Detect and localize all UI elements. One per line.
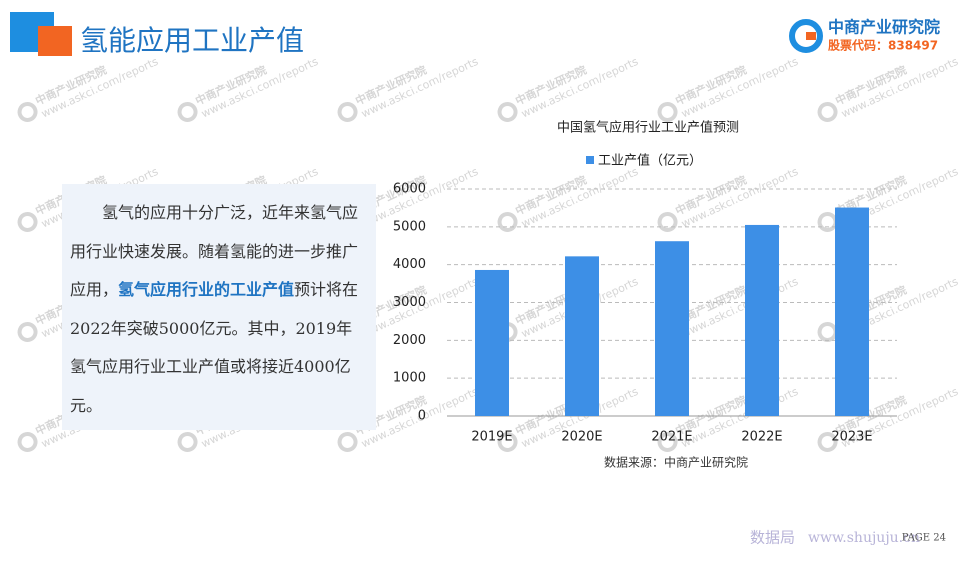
x-tick-label: 2019E bbox=[471, 430, 512, 445]
watermark-icon bbox=[497, 211, 518, 232]
y-tick-label: 4000 bbox=[393, 257, 426, 272]
bar bbox=[835, 207, 869, 416]
watermark-icon bbox=[657, 431, 678, 452]
watermark-icon bbox=[497, 431, 518, 452]
bar bbox=[745, 224, 779, 416]
legend-swatch bbox=[586, 156, 594, 164]
watermark-icon bbox=[17, 211, 38, 232]
y-tick-label: 3000 bbox=[393, 295, 426, 310]
bar bbox=[565, 256, 599, 416]
source: 数据来源：中商产业研究院 bbox=[604, 455, 748, 470]
page-title: 氢能应用工业产值 bbox=[80, 24, 304, 57]
description: 氢气的应用十分广泛，近年来氢气应用行业快速发展。随着氢能的进一步推广应用，氢气应… bbox=[62, 184, 376, 430]
y-tick-label: 0 bbox=[418, 409, 426, 424]
watermark-icon bbox=[817, 321, 838, 342]
site-url: www.shujuju.cn bbox=[808, 530, 920, 546]
watermark-icon bbox=[817, 431, 838, 452]
watermark-icon bbox=[657, 101, 678, 122]
watermark-icon bbox=[337, 101, 358, 122]
watermark-icon bbox=[17, 431, 38, 452]
y-tick-label: 5000 bbox=[393, 219, 426, 234]
legend-label: 工业产值（亿元） bbox=[598, 153, 702, 169]
logo-icon bbox=[806, 32, 816, 40]
watermark-icon bbox=[17, 321, 38, 342]
text: 氢气的应用十分广泛，近年来氢气应用行业快速发展。随着氢能的进一步推广应用， bbox=[70, 203, 359, 299]
page-number: PAGE 24 bbox=[902, 533, 946, 544]
text: 预计将在2022年突破5000亿元。其中，2019年氢气应用行业工业产值或将接近… bbox=[70, 280, 359, 415]
header-square bbox=[38, 26, 72, 56]
watermark-icon bbox=[497, 101, 518, 122]
y-tick-label: 1000 bbox=[393, 371, 426, 386]
logo-icon bbox=[789, 19, 823, 53]
x-tick-label: 2021E bbox=[651, 430, 692, 445]
logo-name: 中商产业研究院 bbox=[828, 18, 940, 37]
x-tick-label: 2022E bbox=[741, 430, 782, 445]
watermark-icon bbox=[177, 101, 198, 122]
y-tick-label: 2000 bbox=[393, 333, 426, 348]
chart-title: 中国氢气应用行业工业产值预测 bbox=[557, 120, 739, 136]
watermark-icon bbox=[657, 211, 678, 232]
x-tick-label: 2023E bbox=[831, 430, 872, 445]
x-tick-label: 2020E bbox=[561, 430, 602, 445]
bar bbox=[475, 269, 509, 416]
watermark-icon bbox=[337, 431, 358, 452]
watermark-icon bbox=[17, 101, 38, 122]
watermark-icon bbox=[817, 211, 838, 232]
watermark-icon bbox=[817, 101, 838, 122]
logo-code: 股票代码：838497 bbox=[828, 38, 938, 53]
highlight: 氢气应用行业的工业产值 bbox=[118, 280, 295, 299]
watermark-icon bbox=[177, 431, 198, 452]
site-name: 数据局 bbox=[750, 529, 795, 547]
bar bbox=[655, 241, 689, 416]
y-tick-label: 6000 bbox=[393, 182, 426, 197]
